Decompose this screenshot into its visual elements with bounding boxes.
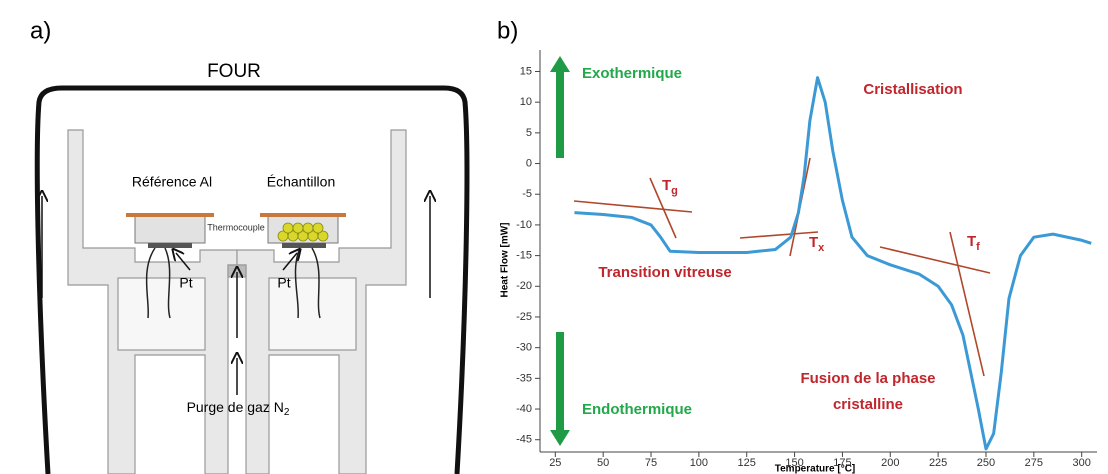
- x-axis-title: Temperature [°C]: [775, 464, 856, 474]
- panel-a: a) FOUR: [30, 17, 470, 474]
- marker-symbol: T: [662, 177, 671, 194]
- x-tick-label: 175: [833, 457, 851, 469]
- y-tick-label: 5: [526, 127, 532, 139]
- crucibles: [126, 213, 346, 248]
- panel-b: b) Heat Flow [mW] Temperature [°C] Exoth…: [497, 17, 1097, 474]
- annotation: Endothermique: [582, 401, 692, 418]
- y-tick-label: 15: [520, 65, 532, 77]
- marker-label: Tf: [967, 233, 980, 253]
- y-axis-title: Heat Flow [mW]: [500, 223, 511, 298]
- arrows: [42, 196, 430, 395]
- reference-label: Référence Al: [132, 174, 212, 190]
- thermocouple-label: Thermocouple: [207, 222, 265, 232]
- x-tick-label: 25: [549, 457, 561, 469]
- marker-label: Tg: [662, 177, 678, 197]
- y-tick-label: 10: [520, 96, 532, 108]
- x-tick-label: 125: [738, 457, 756, 469]
- oven-outline: [34, 85, 470, 474]
- exo-arrows: [550, 56, 570, 446]
- y-tick-label: -40: [516, 403, 532, 415]
- marker-sub: x: [818, 242, 825, 254]
- pt-label: Pt: [277, 275, 290, 291]
- x-tick-label: 150: [785, 457, 803, 469]
- y-tick-label: -25: [516, 311, 532, 323]
- purge-text: Purge de gaz N: [187, 399, 284, 415]
- purge-sub: 2: [284, 407, 290, 418]
- x-tick-label: 200: [881, 457, 899, 469]
- marker-sub: g: [671, 185, 678, 197]
- purge-label: Purge de gaz N2: [187, 399, 290, 418]
- x-tick-label: 250: [977, 457, 995, 469]
- x-tick-label: 275: [1025, 457, 1043, 469]
- annotation: Exothermique: [582, 65, 682, 82]
- marker-label: Tx: [809, 234, 825, 254]
- panel-label: b): [497, 17, 518, 44]
- x-tick-label: 50: [597, 457, 609, 469]
- x-tick-label: 100: [690, 457, 708, 469]
- tangent-lines: [573, 157, 991, 377]
- panel-label: a): [30, 17, 51, 44]
- annotation: Transition vitreuse: [598, 264, 731, 281]
- y-tick-label: -45: [516, 434, 532, 446]
- x-tick-label: 300: [1073, 457, 1091, 469]
- oven-title: FOUR: [207, 61, 261, 82]
- y-tick-label: -30: [516, 342, 532, 354]
- marker-symbol: T: [809, 234, 818, 251]
- y-tick-label: 0: [526, 157, 532, 169]
- y-tick-label: -35: [516, 372, 532, 384]
- marker-sub: f: [976, 241, 980, 253]
- pt-label: Pt: [179, 275, 192, 291]
- heat-flow-line: [574, 76, 1092, 451]
- annotation: Cristallisation: [863, 81, 962, 98]
- annotation: Fusion de la phase: [800, 370, 935, 387]
- sample-label: Échantillon: [267, 174, 336, 190]
- y-tick-label: -10: [516, 219, 532, 231]
- x-tick-label: 225: [929, 457, 947, 469]
- x-tick-label: 75: [645, 457, 657, 469]
- wires: [145, 247, 321, 319]
- y-tick-label: -15: [516, 250, 532, 262]
- y-tick-label: -5: [522, 188, 532, 200]
- annotation: cristalline: [833, 396, 903, 413]
- y-tick-label: -20: [516, 280, 532, 292]
- marker-symbol: T: [967, 233, 976, 250]
